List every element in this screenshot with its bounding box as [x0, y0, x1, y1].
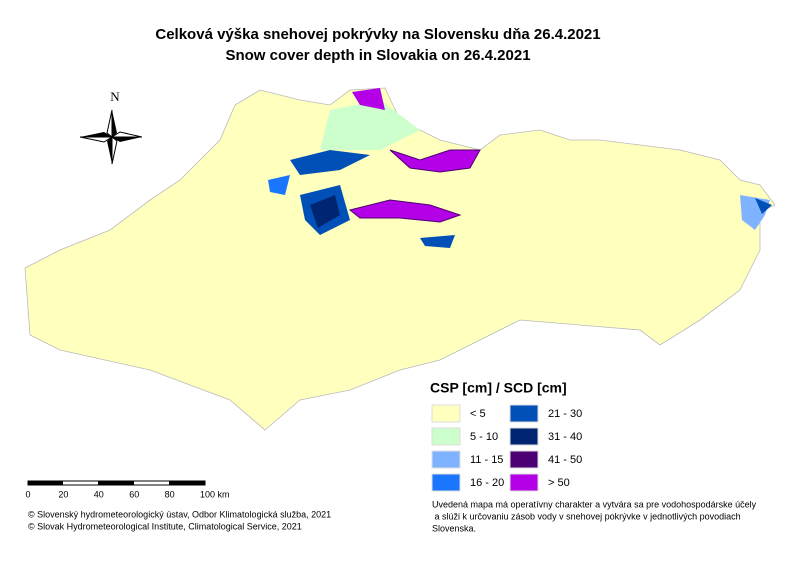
legend-label: 21 - 30 — [548, 408, 582, 420]
scale-label: 40 — [94, 489, 104, 499]
legend-label: 41 - 50 — [548, 454, 582, 466]
snow-patches — [268, 88, 772, 248]
legend-swatch — [509, 404, 539, 423]
legend-swatch — [509, 427, 539, 446]
legend-swatch — [431, 450, 461, 469]
north-arrow: N — [79, 89, 143, 165]
note: Slovenska. — [432, 523, 476, 533]
legend-label: 5 - 10 — [470, 431, 498, 443]
title-en: Snow cover depth in Slovakia on 26.4.202… — [225, 47, 530, 64]
legend-swatch — [431, 473, 461, 492]
scale-label: 0 — [25, 489, 30, 499]
note: Uvedená mapa má operatívny charakter a v… — [432, 499, 757, 509]
legend-swatch — [431, 404, 461, 423]
legend-swatch — [431, 427, 461, 446]
scale-label: 20 — [58, 489, 68, 499]
legend-swatch — [509, 473, 539, 492]
note: a slúži k určovaniu zásob vody v snehove… — [432, 511, 741, 521]
legend: < 5 5 - 10 11 - 15 16 - 20 21 - 30 31 - 40 41 … — [431, 404, 582, 492]
legend-label: 31 - 40 — [548, 431, 582, 443]
legend-label: 11 - 15 — [470, 454, 503, 466]
title-sk: Celková výška snehovej pokrývky na Slove… — [155, 26, 600, 43]
legend-label: > 50 — [548, 477, 570, 489]
credit: © Slovenský hydrometeorologický ústav, O… — [28, 509, 331, 519]
scale-label: 100 km — [200, 489, 230, 499]
legend-swatch — [509, 450, 539, 469]
scale-label: 80 — [165, 489, 175, 499]
scale-labels: 0 20 40 60 80 100 km — [25, 489, 229, 499]
north-label: N — [110, 89, 120, 104]
scale-bar — [27, 480, 206, 486]
legend-title: CSP [cm] / SCD [cm] — [430, 380, 567, 396]
legend-label: < 5 — [470, 408, 486, 420]
legend-label: 16 - 20 — [470, 477, 504, 489]
country-outline — [24, 87, 776, 431]
credit: © Slovak Hydrometeorological Institute, … — [28, 521, 302, 531]
scale-label: 60 — [129, 489, 139, 499]
